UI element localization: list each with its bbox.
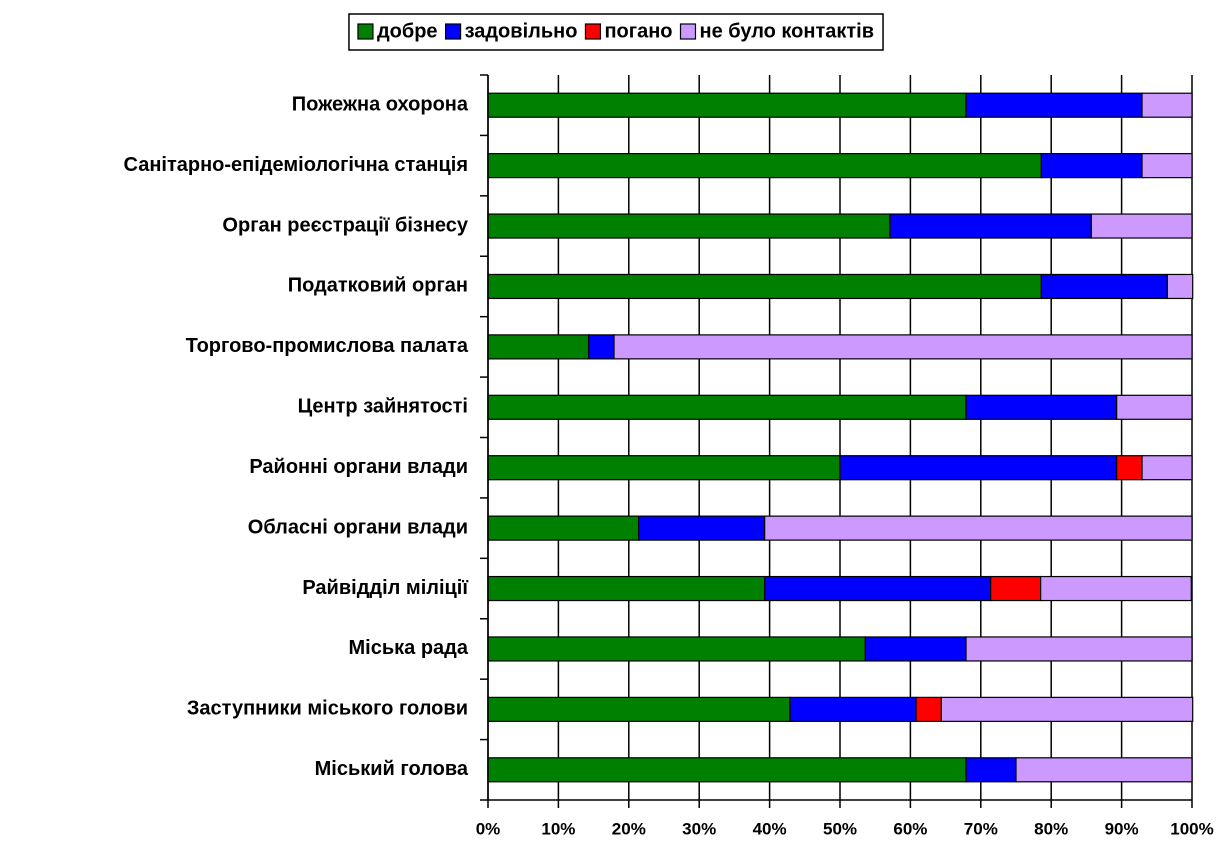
x-tick-label: 10% — [541, 819, 575, 838]
x-tick-label: 50% — [823, 819, 857, 838]
x-tick-label: 20% — [612, 819, 646, 838]
legend-swatch — [584, 23, 602, 40]
bar-segment — [1040, 153, 1143, 179]
bar-segment — [1116, 394, 1193, 420]
bar-segment — [965, 636, 1193, 662]
bar-segment — [764, 515, 1193, 541]
bar-segment — [638, 515, 766, 541]
bar-segment — [487, 575, 766, 602]
bar-segment — [889, 213, 1092, 239]
bar-segment — [1141, 455, 1193, 481]
legend-swatch — [357, 23, 374, 40]
legend-label: добре — [377, 20, 438, 42]
bar-segment — [965, 92, 1143, 118]
bar-segment — [487, 696, 791, 722]
legend-box — [348, 13, 884, 51]
y-tick-label: Торгово-промислова палата — [186, 335, 469, 357]
y-tick-label: Міський голова — [315, 758, 469, 780]
bar-segment — [764, 575, 992, 602]
bar-segment — [915, 696, 942, 722]
bar-segment — [864, 636, 967, 662]
x-tick-label: 100% — [1170, 819, 1213, 838]
y-tick-label: Пожежна охорона — [292, 93, 469, 115]
bar-segment — [1166, 273, 1194, 300]
x-tick-label: 80% — [1034, 819, 1068, 838]
bar-segment — [839, 455, 1118, 481]
bar-segment — [1141, 92, 1193, 118]
y-tick-label: Орган реєстрації бізнесу — [222, 214, 468, 236]
y-tick-label: Міська рада — [349, 637, 469, 659]
x-tick-label: 40% — [753, 819, 787, 838]
y-tick-label: Податковий орган — [288, 275, 468, 297]
bar-segment — [1090, 213, 1193, 239]
y-tick-label: Райвідділ міліції — [302, 577, 468, 599]
bar-segment — [487, 153, 1042, 179]
y-tick-label: Обласні органи влади — [248, 516, 468, 538]
bar-segment — [487, 757, 967, 783]
legend-label: задовільно — [465, 20, 578, 42]
bar-segment — [487, 455, 841, 481]
x-tick-label: 30% — [682, 819, 716, 838]
x-tick-label: 0% — [476, 819, 501, 838]
bar-segment — [588, 334, 615, 360]
bar-segment — [1141, 153, 1193, 179]
bar-segment — [1040, 273, 1168, 300]
bar-segment — [1040, 575, 1192, 602]
y-tick-label: Районні органи влади — [249, 456, 468, 478]
bar-segment — [1015, 757, 1193, 783]
legend-swatch — [679, 23, 697, 40]
bar-segment — [487, 92, 967, 118]
y-tick-label: Санітарно-епідеміологічна станція — [124, 154, 468, 176]
bar-segment — [487, 273, 1042, 300]
bar-segment — [965, 394, 1118, 420]
legend-swatch — [444, 23, 462, 40]
bar-segment — [940, 696, 1194, 722]
x-tick-label: 90% — [1105, 819, 1139, 838]
x-tick-label: 70% — [964, 819, 998, 838]
bar-segment — [613, 334, 1193, 360]
bar-segment — [990, 575, 1042, 602]
bar-segment — [487, 636, 866, 662]
y-tick-label: Центр зайнятості — [298, 396, 468, 418]
bar-segment — [487, 213, 891, 239]
bar-segment — [789, 696, 917, 722]
bar-segment — [487, 334, 590, 360]
bar-segment — [965, 757, 1017, 783]
bar-segment — [1116, 455, 1143, 481]
bar-segment — [487, 515, 640, 541]
legend-label: погано — [604, 20, 672, 42]
y-tick-label: Заступники міського голови — [187, 698, 468, 720]
bar-segment — [487, 394, 967, 420]
legend-label: не було контактів — [699, 20, 874, 42]
x-tick-label: 60% — [893, 819, 927, 838]
